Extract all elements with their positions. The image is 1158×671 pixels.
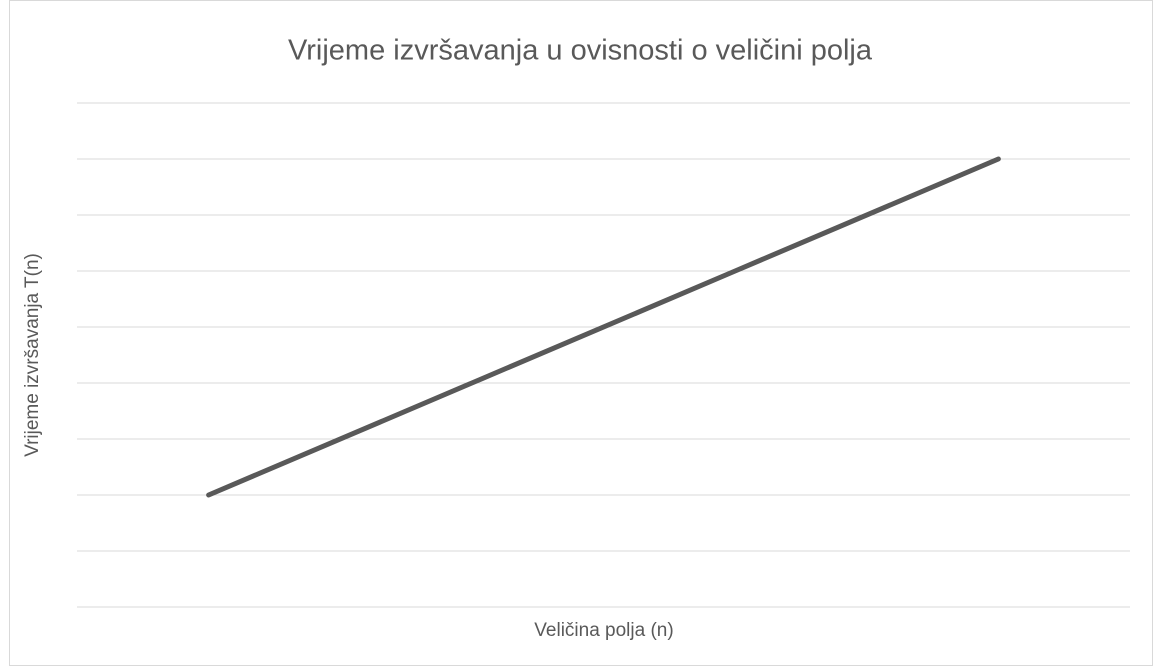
x-axis-label: Veličina polja (n) bbox=[534, 620, 673, 641]
chart-title: Vrijeme izvršavanja u ovisnosti o veliči… bbox=[288, 35, 873, 67]
data-line bbox=[206, 156, 1001, 498]
chart-frame bbox=[9, 0, 1153, 666]
y-axis-label: Vrijeme izvršavanja T(n) bbox=[22, 253, 43, 457]
